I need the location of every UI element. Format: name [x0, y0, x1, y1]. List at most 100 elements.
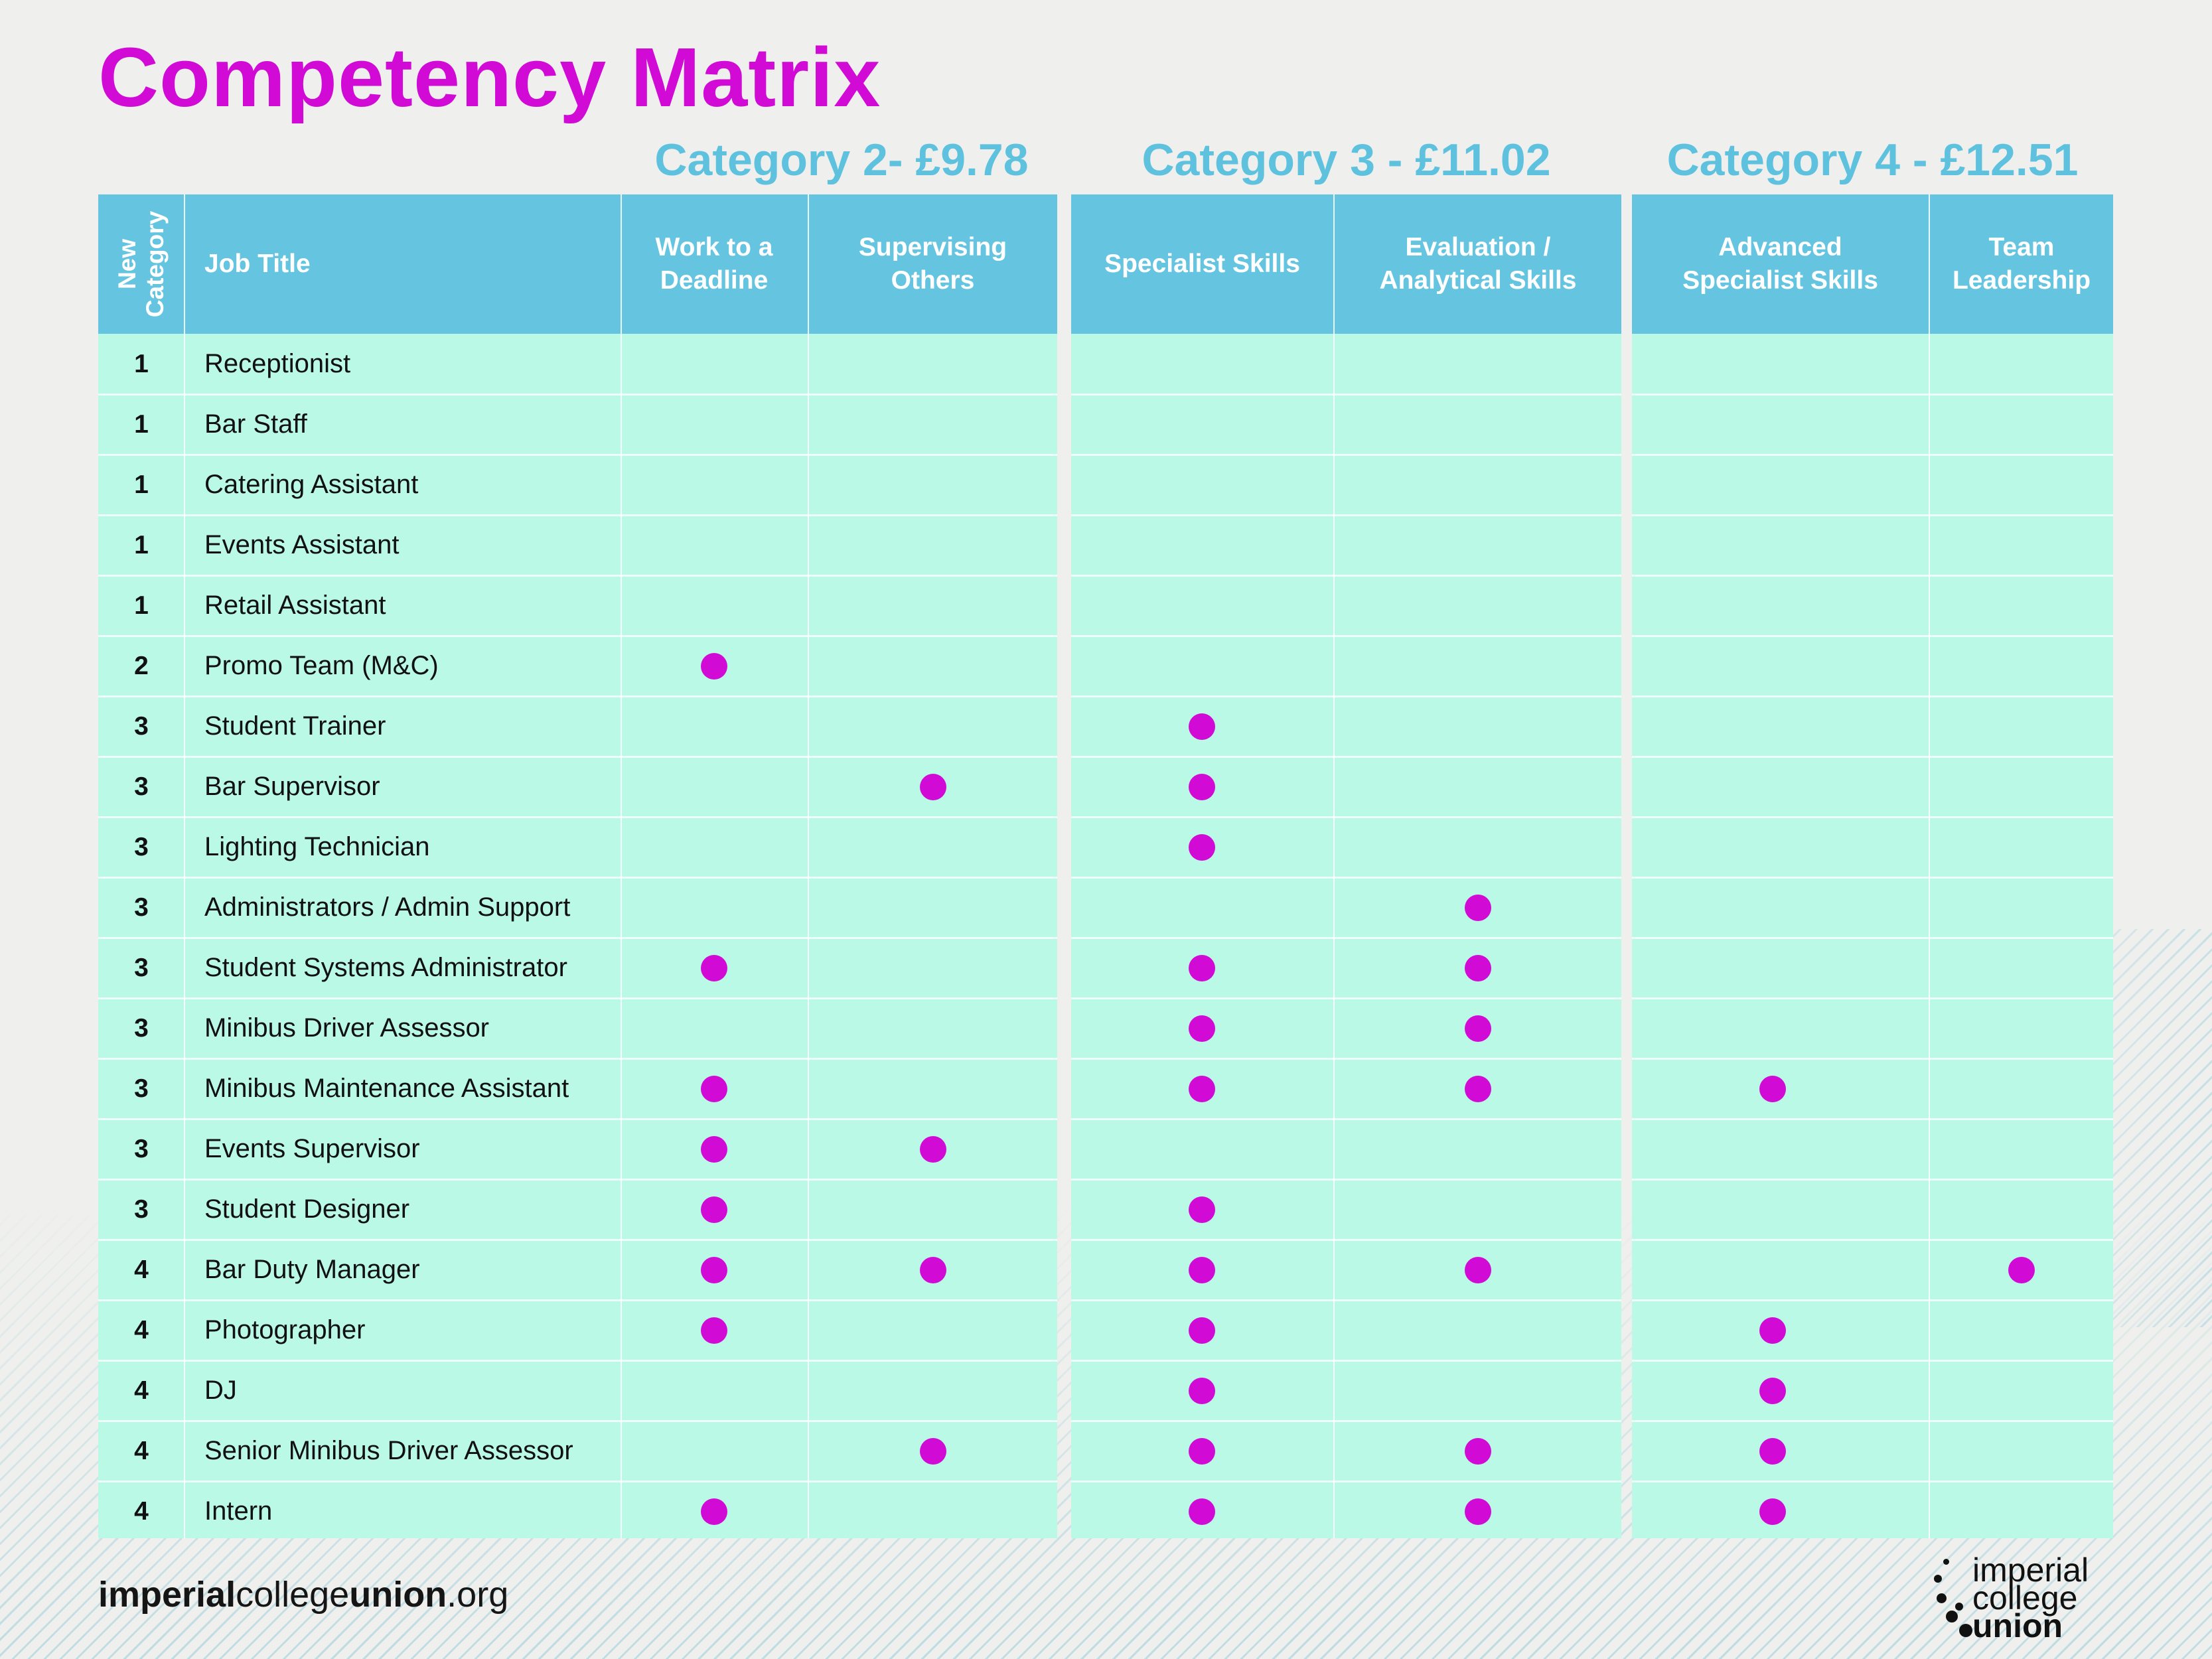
row-job-title: Student Trainer — [204, 711, 386, 741]
competency-dot — [1465, 1075, 1491, 1102]
row-divider — [1071, 877, 1621, 879]
row-divider — [98, 1239, 1057, 1241]
col-header-specialist-skills: Specialist Skills — [1071, 194, 1333, 334]
competency-dot — [701, 1135, 727, 1163]
new-category-header-line-2: Category — [141, 210, 169, 318]
row-divider — [1071, 454, 1621, 456]
row-job-title: Minibus Driver Assessor — [204, 1013, 490, 1043]
col-header-line: Analytical Skills — [1379, 266, 1577, 295]
row-divider — [1632, 1420, 2113, 1422]
competency-dot — [701, 954, 727, 981]
row-category-number: 4 — [134, 1496, 149, 1526]
row-job-title: Promo Team (M&C) — [204, 651, 439, 680]
row-category-number: 4 — [134, 1376, 149, 1405]
footer-url-part: .org — [447, 1575, 509, 1615]
footer-url-part: college — [236, 1575, 350, 1615]
row-job-title: Catering Assistant — [204, 470, 419, 499]
row-divider — [98, 394, 1057, 396]
competency-dot — [1465, 1015, 1491, 1042]
category-4-header: Category 4 - £12.51 — [1666, 135, 2079, 185]
row-divider — [1632, 937, 2113, 939]
row-divider — [1071, 1179, 1621, 1181]
competency-dot — [920, 1256, 946, 1283]
competency-dot — [701, 1498, 727, 1525]
competency-dot — [1759, 1317, 1786, 1344]
row-divider — [1632, 756, 2113, 758]
new-category-header: New Category — [98, 194, 184, 334]
row-divider — [98, 997, 1057, 999]
row-divider — [1071, 1480, 1621, 1482]
category-3-header: Category 3 - £11.02 — [1142, 135, 1551, 185]
competency-dot — [1759, 1075, 1786, 1102]
row-divider — [98, 695, 1057, 697]
row-divider — [98, 1179, 1057, 1181]
row-divider — [1071, 937, 1621, 939]
row-divider — [1632, 1058, 2113, 1060]
row-divider — [98, 937, 1057, 939]
competency-dot — [920, 1437, 946, 1465]
competency-dot — [1759, 1377, 1786, 1404]
row-job-title: Administrators / Admin Support — [204, 893, 571, 922]
competency-dot — [701, 1256, 727, 1283]
column-divider — [1929, 194, 1930, 1538]
competency-dot — [701, 1196, 727, 1223]
row-category-number: 1 — [134, 470, 149, 499]
col-header-supervising-others: Supervising Others — [808, 194, 1057, 334]
row-divider — [1632, 695, 2113, 697]
row-divider — [1071, 635, 1621, 637]
row-job-title: Receptionist — [204, 349, 351, 378]
col-header-advanced-specialist: Advanced Specialist Skills — [1632, 194, 1929, 334]
competency-dot — [701, 1075, 727, 1102]
column-divider — [184, 194, 185, 1538]
col-header-line: Deadline — [660, 266, 769, 295]
column-divider — [621, 194, 622, 1538]
competency-dot — [920, 1135, 946, 1163]
row-category-number: 3 — [134, 832, 149, 861]
row-divider — [1632, 816, 2113, 818]
row-divider — [1632, 575, 2113, 577]
row-job-title: Senior Minibus Driver Assessor — [204, 1436, 573, 1465]
row-divider — [98, 1360, 1057, 1362]
row-divider — [1071, 514, 1621, 516]
col-header-line: Others — [891, 266, 975, 295]
competency-dot — [1189, 1437, 1215, 1465]
row-divider — [98, 877, 1057, 879]
column-divider — [808, 194, 809, 1538]
matrix-header-row: New Category Job Title Work to a Deadline… — [98, 194, 1057, 334]
row-divider — [1071, 394, 1621, 396]
row-divider — [1071, 1058, 1621, 1060]
row-divider — [98, 1420, 1057, 1422]
imperial-college-union-logo: imperial college union — [1931, 1551, 2117, 1646]
row-divider — [98, 816, 1057, 818]
col-header-line: Advanced — [1718, 233, 1842, 261]
row-divider — [1071, 575, 1621, 577]
row-divider — [1632, 635, 2113, 637]
col-header-line: Work to a — [655, 233, 773, 261]
new-category-header-line-1: New — [113, 238, 141, 290]
row-category-number: 3 — [134, 772, 149, 801]
footer-url-part: imperial — [98, 1575, 236, 1615]
logo-wordmark: imperial college union — [1972, 1551, 2089, 1642]
col-header-work-to-deadline: Work to a Deadline — [621, 194, 807, 334]
row-category-number: 4 — [134, 1315, 149, 1344]
row-job-title: Bar Duty Manager — [204, 1255, 420, 1284]
row-divider — [98, 1118, 1057, 1120]
col-header-line: Supervising — [858, 233, 1007, 261]
competency-dot — [1189, 1498, 1215, 1525]
competency-dot — [1759, 1437, 1786, 1465]
row-category-number: 1 — [134, 349, 149, 378]
logo-line: imperial — [1972, 1551, 2089, 1589]
row-category-number: 1 — [134, 530, 149, 559]
row-job-title: Bar Staff — [204, 409, 307, 439]
row-category-number: 4 — [134, 1436, 149, 1465]
matrix-header-row: Specialist Skills Evaluation / Analytical… — [1071, 194, 1621, 334]
row-divider — [1632, 394, 2113, 396]
col-header-line: Specialist Skills — [1104, 250, 1300, 278]
row-divider — [98, 635, 1057, 637]
competency-dot — [1189, 1317, 1215, 1344]
competency-dot — [2008, 1256, 2035, 1283]
row-divider — [1071, 1420, 1621, 1422]
competency-dot — [1759, 1498, 1786, 1525]
row-divider — [98, 575, 1057, 577]
category-2-header: Category 2- £9.78 — [654, 135, 1029, 185]
